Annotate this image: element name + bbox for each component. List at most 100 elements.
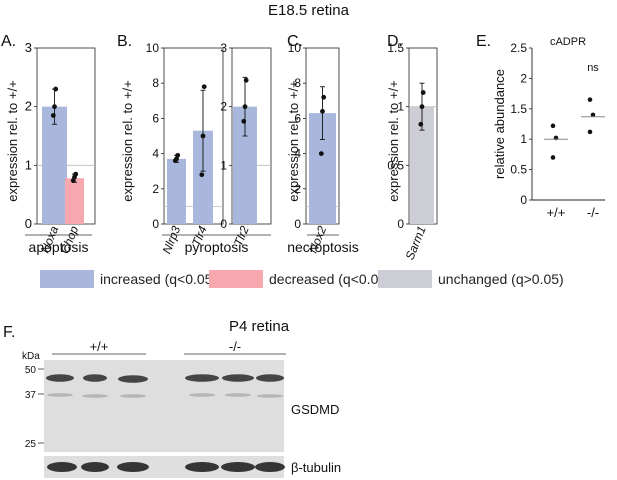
- figure-title-e185: E18.5 retina: [268, 2, 349, 19]
- blot-marker-label-3: 25: [25, 439, 37, 450]
- blot-tubulin-band-6: [255, 462, 285, 472]
- chart-2-bar-2: [193, 130, 213, 224]
- blot-faint-band-1: [47, 393, 73, 397]
- chart-2-panel-letter: B.: [117, 33, 132, 50]
- blot-marker-label-1: 50: [25, 365, 37, 376]
- legend-label-decreased: decreased (q<0.05): [269, 271, 391, 287]
- blot-tubulin-membrane: [44, 456, 284, 478]
- chart-5-point-1-2: [419, 104, 425, 110]
- blot-group-label-wt: +/+: [90, 339, 109, 354]
- blot-kda-label: kDa: [22, 351, 40, 362]
- chart-3-ytick-label-1: 0: [220, 217, 227, 231]
- blot-panel-letter: F.: [3, 324, 15, 341]
- chart-3-point-1-1: [241, 118, 247, 124]
- chart-6-point-2-1: [587, 129, 593, 135]
- chart-4-point-1-3: [321, 94, 327, 100]
- chart-1-panel-letter: A.: [1, 33, 16, 50]
- blot-gsdmd-band-3: [118, 375, 148, 383]
- chart-1-point-1-2: [52, 104, 57, 110]
- chart-2-category-label-1: Nlrp3: [160, 224, 184, 256]
- blot-faint-band-4: [189, 393, 215, 397]
- chart-5-ylabel: expression rel. to +/+: [386, 80, 401, 201]
- chart-3-ytick-label-2: 1: [220, 158, 227, 172]
- chart-3-category-label-1: Tlr2: [231, 224, 252, 249]
- chart-1-point-1-1: [50, 113, 56, 118]
- blot-label-tubulin: β-tubulin: [291, 460, 341, 475]
- blot-tubulin-band-2: [81, 462, 109, 472]
- chart-1-bar-1: [42, 106, 67, 224]
- chart-6-ytick-label-2: 0.5: [510, 163, 527, 177]
- chart-6-point-1-3: [550, 123, 556, 129]
- chart-6-ytick-label-4: 1.5: [510, 102, 527, 116]
- chart-6-ytick-label-3: 1: [520, 132, 527, 146]
- chart-1-bar-2: [65, 178, 84, 224]
- chart-3-ytick-label-3: 2: [220, 100, 227, 114]
- chart-6-annotation: ns: [587, 62, 599, 74]
- chart-4-ytick-label-4: 6: [294, 111, 301, 125]
- legend-swatch-increased: [40, 270, 94, 288]
- chart-6-point-2-2: [590, 112, 596, 118]
- chart-2-group-label: pyroptosis: [185, 239, 249, 255]
- blot-gsdmd-band-2: [83, 374, 107, 382]
- chart-2-ylabel: expression rel. to +/+: [120, 80, 135, 201]
- legend-label-increased: increased (q<0.05): [100, 271, 218, 287]
- chart-6-category-label-2: -/-: [587, 205, 599, 220]
- blot-gsdmd-band-5: [222, 374, 254, 382]
- figure-title-p4: P4 retina: [229, 318, 290, 335]
- blot-tubulin-band-1: [47, 462, 77, 472]
- chart-3-point-1-2: [242, 104, 248, 110]
- chart-5-ytick-label-2: 0.5: [387, 158, 404, 172]
- chart-3-point-1-3: [243, 77, 249, 83]
- chart-2-point-2-2: [200, 133, 206, 139]
- blot-faint-band-5: [225, 393, 251, 397]
- chart-4-ylabel: expression rel. to +/+: [286, 80, 301, 201]
- chart-1-ytick-label-2: 1: [25, 157, 32, 172]
- chart-5-ytick-label-3: 1: [397, 100, 404, 114]
- chart-1-ytick-label-3: 2: [25, 99, 32, 114]
- blot-gsdmd-membrane: [44, 360, 284, 452]
- chart-2-bar-1: [167, 158, 186, 224]
- blot-gsdmd-band-1: [46, 374, 74, 382]
- chart-1-point-2-3: [73, 171, 79, 177]
- chart-5-ytick-label-1: 0: [397, 217, 404, 231]
- blot-tubulin-band-3: [117, 462, 149, 472]
- chart-2-ytick-label-2: 2: [152, 182, 159, 196]
- blot-faint-band-2: [82, 394, 108, 398]
- chart-6-point-2-3: [587, 97, 593, 102]
- legend-swatch-decreased: [209, 270, 263, 288]
- chart-4-point-1-1: [318, 151, 324, 157]
- chart-4-ytick-label-6: 10: [288, 41, 302, 55]
- chart-2-ytick-label-4: 6: [152, 111, 159, 125]
- blot-tubulin-band-5: [221, 462, 255, 472]
- legend-decreased: decreased (q<0.05): [209, 270, 391, 288]
- blot-marker-label-2: 37: [25, 390, 37, 401]
- chart-6-ytick-label-1: 0: [520, 193, 527, 207]
- chart-3-ytick-label-4: 3: [220, 41, 227, 55]
- chart-1-ytick-label-4: 3: [25, 40, 32, 55]
- chart-2-point-2-1: [199, 172, 205, 178]
- blot-faint-band-6: [257, 394, 283, 398]
- chart-6-point-1-1: [550, 155, 556, 160]
- chart-5-point-1-1: [418, 121, 424, 127]
- chart-1-group-label: apoptosis: [29, 239, 89, 255]
- chart-4-ytick-label-1: 0: [294, 217, 301, 231]
- chart-4-group-label: necroptosis: [287, 239, 359, 255]
- chart-2-ytick-label-6: 10: [146, 41, 160, 55]
- blot-group-label-ko: -/-: [229, 339, 241, 354]
- blot-gsdmd-band-6: [256, 374, 284, 382]
- blot-faint-band-3: [120, 394, 146, 398]
- legend-increased: increased (q<0.05): [40, 270, 217, 288]
- chart-6-panel-letter: E.: [476, 33, 491, 50]
- chart-6-title: cADPR: [550, 36, 586, 48]
- chart-4-ytick-label-3: 4: [294, 147, 301, 161]
- chart-1-ytick-label-1: 0: [25, 216, 32, 231]
- blot-tubulin-band-4: [185, 462, 219, 472]
- chart-1-ylabel: expression rel. to +/+: [5, 80, 20, 201]
- legend-swatch-unchanged: [378, 270, 432, 288]
- chart-6-ytick-label-6: 2.5: [510, 41, 527, 55]
- chart-6-category-label-1: +/+: [547, 205, 566, 220]
- legend-unchanged: unchanged (q>0.05): [378, 270, 564, 288]
- chart-2-ytick-label-3: 4: [152, 147, 159, 161]
- chart-1-point-1-3: [53, 86, 59, 92]
